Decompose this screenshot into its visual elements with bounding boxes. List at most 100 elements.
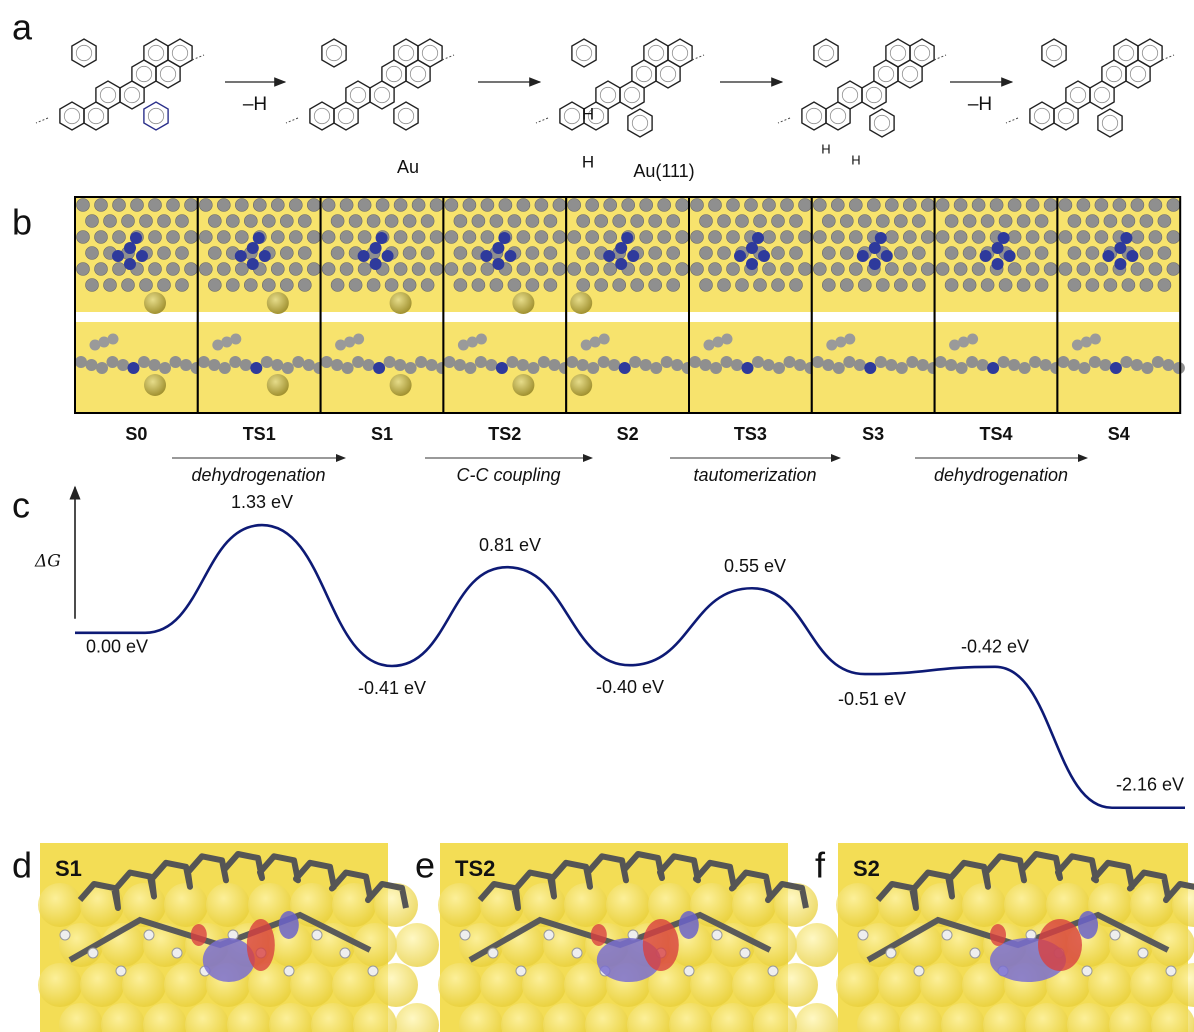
au-atom [459, 1003, 503, 1032]
density-blob [642, 919, 679, 971]
atom [94, 262, 108, 276]
chem-label: –H [243, 94, 267, 115]
side-atom [1078, 362, 1091, 374]
h-atom [941, 929, 953, 941]
atom [444, 198, 459, 212]
atom [1130, 230, 1145, 244]
ring-inner [409, 65, 427, 83]
atom [1076, 230, 1091, 244]
atom [953, 230, 968, 244]
atom [85, 246, 99, 260]
atom [612, 278, 627, 292]
side-atom [895, 362, 908, 374]
atom [962, 278, 977, 292]
side-atom [916, 359, 929, 371]
atom [744, 198, 758, 212]
atom [420, 278, 435, 292]
atom [648, 214, 663, 228]
gap [197, 312, 321, 322]
ring-inner [1117, 44, 1135, 62]
side-atom [443, 356, 456, 368]
atom [103, 214, 117, 228]
bond-stub [441, 54, 455, 61]
snapshot [1056, 196, 1185, 414]
atom [1121, 214, 1136, 228]
au-atom [248, 883, 292, 927]
atom [567, 198, 582, 212]
atom [525, 246, 540, 260]
value-label: -2.16 eV [1116, 775, 1184, 795]
atom [330, 246, 345, 260]
au-adatom [512, 292, 535, 314]
atom [735, 214, 749, 228]
atom [525, 278, 540, 292]
atom [1034, 278, 1049, 292]
atom [690, 262, 704, 276]
atom [429, 230, 444, 244]
atom [534, 262, 549, 276]
atom [471, 214, 486, 228]
state-label: S1 [371, 424, 393, 444]
atom [893, 246, 908, 260]
n-atom [246, 258, 259, 270]
atom [1067, 214, 1082, 228]
n-atom [369, 242, 382, 254]
atom [330, 214, 345, 228]
gap [75, 312, 198, 322]
au-atom [878, 963, 922, 1007]
atom [489, 278, 504, 292]
au-atom [983, 1003, 1027, 1032]
atom [270, 230, 285, 244]
au-atom [836, 963, 880, 1007]
atom [1007, 230, 1022, 244]
density-blob [202, 938, 255, 982]
atom [76, 198, 90, 212]
process-label: dehydrogenation [191, 465, 325, 485]
h-atom [515, 965, 527, 977]
chem-label: Au [397, 157, 419, 177]
atom [270, 198, 285, 212]
ring-inner [841, 86, 859, 104]
ring [627, 108, 653, 138]
state-label: S1 [55, 856, 82, 881]
atom [762, 230, 776, 244]
molecule-bonds [875, 851, 1194, 911]
gap [1057, 312, 1181, 322]
n-atom [136, 250, 148, 262]
atom [717, 214, 731, 228]
atom [735, 278, 749, 292]
ring-inner [75, 44, 93, 62]
n-atom [124, 242, 136, 254]
au-atom [374, 883, 418, 927]
atom [762, 262, 776, 276]
side-atom [949, 339, 961, 351]
atom [139, 214, 153, 228]
chem-label: Au(111) [633, 161, 694, 181]
au-atom [1172, 963, 1194, 1007]
side-atom [822, 359, 835, 371]
atom [884, 230, 899, 244]
side-atom [230, 333, 242, 345]
side-atom [148, 359, 161, 371]
ring-inner [421, 44, 439, 62]
atom [1043, 230, 1058, 244]
h-atom [885, 947, 897, 959]
panel-label: b [12, 202, 32, 243]
au-atom [206, 883, 250, 927]
atom [411, 198, 426, 212]
ring-inner [159, 65, 177, 83]
side-atom [341, 362, 354, 374]
atom [1139, 214, 1154, 228]
atom [666, 214, 681, 228]
ring [59, 101, 85, 131]
atom [699, 214, 713, 228]
atom [657, 198, 672, 212]
n-atom [856, 250, 869, 262]
atom [516, 262, 531, 276]
side-atom [1109, 362, 1122, 374]
snapshot [565, 196, 694, 414]
atom [708, 198, 722, 212]
au-atom [248, 963, 292, 1007]
side-atom [1089, 333, 1101, 345]
side-atom [197, 356, 210, 368]
